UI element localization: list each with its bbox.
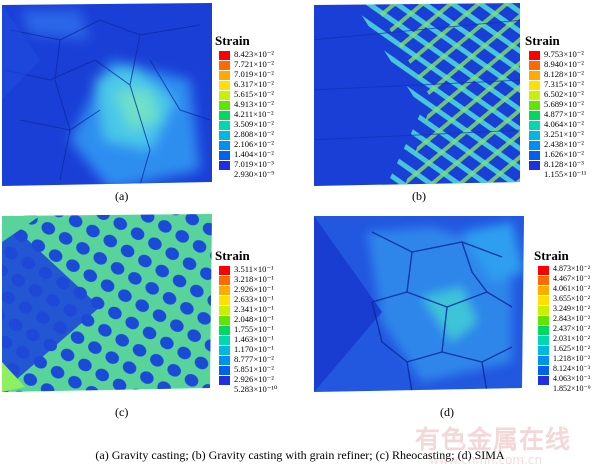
legend-value: 5.689×10⁻² [544,99,584,109]
legend-value: 1.404×10⁻² [234,149,274,159]
legend-value: 4.913×10⁻² [234,99,274,109]
legend-value: 2.633×10⁻¹ [234,294,274,304]
legend-value: 8.940×10⁻² [544,59,584,69]
legend-value: 2.843×10⁻² [553,314,591,323]
legend-value: 2.106×10⁻² [234,139,274,149]
legend-title: Strain [215,248,250,263]
legend-value: 1.218×10⁻² [553,354,591,363]
legend-value: 5.851×10⁻² [234,364,274,374]
legend-value: 3.249×10⁻² [553,304,591,313]
legend-labels: 8.423×10⁻² 7.721×10⁻² 7.019×10⁻² 6.317×1… [234,49,274,179]
strain-contour-a [2,3,212,186]
legend-value: 4.877×10⁻² [544,109,584,119]
legend-labels: 4.873×10⁻² 4.467×10⁻² 4.061×10⁻² 3.655×1… [553,264,591,394]
legend-value: 2.341×10⁻¹ [234,304,274,314]
legend-value: 1.755×10⁻¹ [234,324,274,334]
legend-title: Strain [215,33,250,48]
panel-label-c: (c) [115,405,129,419]
watermark-text: 有色金属在线 [415,425,572,454]
strain-contour-d [314,216,524,392]
legend-a: Strain 8.423×10⁻² 7.721×10⁻² 7.019×10⁻² … [215,33,295,183]
legend-value: 2.048×10⁻¹ [234,314,274,324]
legend-value: 2.926×10⁻² [234,374,274,384]
legend-value: 4.063×10⁻³ [553,374,591,383]
legend-value: 3.511×10⁻¹ [234,264,274,274]
legend-value: 2.930×10⁻⁹ [234,169,275,179]
legend-value: 4.064×10⁻² [544,119,584,129]
panel-label-a: (a) [115,189,129,203]
legend-b: Strain 9.753×10⁻² 8.940×10⁻² 8.128×10⁻² … [525,33,600,183]
legend-value: 2.031×10⁻² [553,334,591,343]
legend-c: Strain 3.511×10⁻¹ 3.218×10⁻¹ 2.926×10⁻¹ … [215,248,295,398]
legend-value: 2.926×10⁻¹ [234,284,274,294]
legend-value: 8.777×10⁻² [234,354,274,364]
legend-value: 1.155×10⁻¹¹ [544,169,587,179]
legend-value: 4.873×10⁻² [553,264,591,273]
panel-label-d: (d) [440,405,454,419]
legend-value: 3.655×10⁻² [553,294,591,303]
legend-value: 1.626×10⁻² [544,149,584,159]
legend-value: 2.438×10⁻² [544,139,584,149]
legend-labels: 3.511×10⁻¹ 3.218×10⁻¹ 2.926×10⁻¹ 2.633×1… [234,264,277,394]
figure-caption: (a) Gravity casting; (b) Gravity casting… [95,448,505,462]
legend-color-bar [538,266,549,386]
legend-value: 8.128×10⁻³ [544,159,584,169]
legend-value: 3.251×10⁻² [544,129,584,139]
legend-value: 5.283×10⁻¹⁰ [234,384,278,394]
strain-contour-b [314,3,520,186]
legend-value: 1.852×10⁻⁹ [553,384,591,393]
legend-value: 1.170×10⁻¹ [234,344,274,354]
legend-title: Strain [525,33,560,48]
panel-label-b: (b) [412,189,426,203]
legend-value: 7.019×10⁻² [234,69,274,79]
legend-value: 2.808×10⁻² [234,129,274,139]
legend-value: 7.721×10⁻² [234,59,274,69]
legend-value: 6.317×10⁻² [234,79,274,89]
strain-contour-c [2,214,212,392]
legend-value: 4.211×10⁻² [234,109,274,119]
legend-value: 8.423×10⁻² [234,49,274,59]
legend-value: 2.437×10⁻² [553,324,591,333]
legend-value: 4.467×10⁻² [553,274,591,283]
legend-title: Strain [534,248,569,263]
legend-labels: 9.753×10⁻² 8.940×10⁻² 8.128×10⁻² 7.315×1… [544,49,586,179]
legend-value: 4.061×10⁻² [553,284,591,293]
legend-value: 8.124×10⁻³ [553,364,591,373]
legend-d: Strain 4.873×10⁻² 4.467×10⁻² 4.061×10⁻² … [534,248,600,398]
legend-color-bar [219,266,230,386]
watermark-url: www.cnmn.com.cn [429,453,543,467]
legend-value: 7.315×10⁻² [544,79,584,89]
legend-value: 9.753×10⁻² [544,49,584,59]
legend-value: 8.128×10⁻² [544,69,584,79]
legend-value: 6.502×10⁻² [544,89,584,99]
legend-value: 5.615×10⁻² [234,89,274,99]
legend-color-bar [219,51,230,171]
legend-value: 7.019×10⁻³ [234,159,274,169]
watermark: 有色金属在线 www.cnmn.com.cn [415,420,590,470]
legend-color-bar [529,51,540,171]
legend-value: 1.463×10⁻¹ [234,334,274,344]
legend-value: 3.218×10⁻¹ [234,274,274,284]
legend-value: 3.509×10⁻² [234,119,274,129]
legend-value: 1.625×10⁻² [553,344,591,353]
